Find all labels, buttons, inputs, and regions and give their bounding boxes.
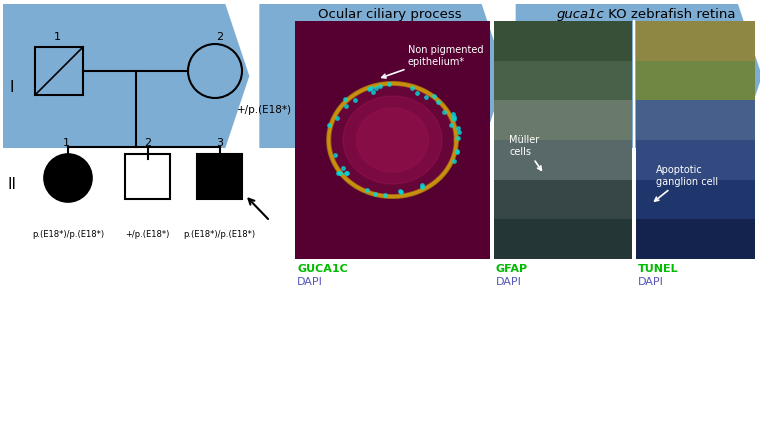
Bar (636, 180, 755, 220)
Bar (636, 101, 755, 141)
Text: 2: 2 (217, 32, 223, 42)
Text: DAPI: DAPI (638, 276, 664, 286)
Text: rare variant in primary: rare variant in primary (43, 336, 201, 349)
Text: 1: 1 (62, 138, 69, 148)
Text: 2: 2 (144, 138, 151, 148)
Text: Apoptotic
ganglion cell: Apoptotic ganglion cell (654, 165, 718, 201)
Text: DAPI: DAPI (496, 276, 522, 286)
Text: Ocular ciliary process: Ocular ciliary process (318, 8, 462, 21)
Bar (636, 141, 755, 180)
Text: 3: 3 (216, 138, 223, 148)
Bar (494, 141, 632, 180)
Text: Müller
cells: Müller cells (509, 135, 541, 171)
Bar (125, 155, 170, 199)
Text: Identification of a GUCA1C: Identification of a GUCA1C (30, 322, 213, 335)
Text: patients: patients (93, 364, 150, 377)
Text: DAPI: DAPI (297, 276, 323, 286)
Text: p.(E18*)/p.(E18*): p.(E18*)/p.(E18*) (183, 230, 255, 239)
Bar (636, 22, 755, 61)
Polygon shape (516, 5, 760, 149)
Text: TUNEL: TUNEL (638, 263, 679, 273)
Bar (494, 101, 632, 141)
Text: +/p.(E18*): +/p.(E18*) (237, 105, 292, 115)
Polygon shape (343, 97, 442, 184)
Text: Expression of GUCA1C: Expression of GUCA1C (301, 322, 454, 335)
Text: KO zebrafish retina: KO zebrafish retina (604, 8, 736, 21)
Text: relevant in glaucoma: relevant in glaucoma (305, 364, 451, 377)
Text: Retinal gliosis and: Retinal gliosis and (571, 322, 698, 335)
Bar (636, 22, 755, 259)
Text: normal ocular tissues: normal ocular tissues (303, 350, 452, 363)
Bar (636, 220, 755, 259)
Text: +/p.(E18*): +/p.(E18*) (125, 230, 169, 239)
Text: (GCAP3) in human: (GCAP3) in human (315, 336, 441, 349)
Text: ganglion cell apoptosis: ganglion cell apoptosis (554, 336, 714, 349)
Bar (494, 220, 632, 259)
Bar (35, 48, 83, 96)
Polygon shape (356, 109, 429, 173)
Polygon shape (330, 85, 455, 196)
Text: I: I (10, 81, 14, 95)
Polygon shape (3, 5, 249, 149)
Polygon shape (259, 5, 505, 149)
Bar (494, 22, 632, 259)
Text: 1: 1 (53, 32, 61, 42)
Text: congenital glaucoma: congenital glaucoma (49, 350, 193, 363)
Bar (494, 61, 632, 101)
Text: in guca1c knockout: in guca1c knockout (567, 350, 701, 363)
Bar (197, 155, 242, 199)
Text: Non pigmented
epithelium*: Non pigmented epithelium* (382, 45, 483, 79)
Text: GUCA1C: GUCA1C (297, 263, 348, 273)
Text: II: II (8, 177, 17, 192)
Circle shape (44, 155, 92, 202)
Text: zebrafish: zebrafish (602, 364, 667, 377)
Text: GFAP: GFAP (496, 263, 528, 273)
Bar (494, 180, 632, 220)
Bar (636, 61, 755, 101)
Text: guca1c: guca1c (556, 8, 604, 21)
Bar (295, 22, 490, 259)
Text: p.(E18*)/p.(E18*): p.(E18*)/p.(E18*) (32, 230, 104, 239)
Bar (494, 22, 632, 61)
Bar (0, 0, 760, 274)
